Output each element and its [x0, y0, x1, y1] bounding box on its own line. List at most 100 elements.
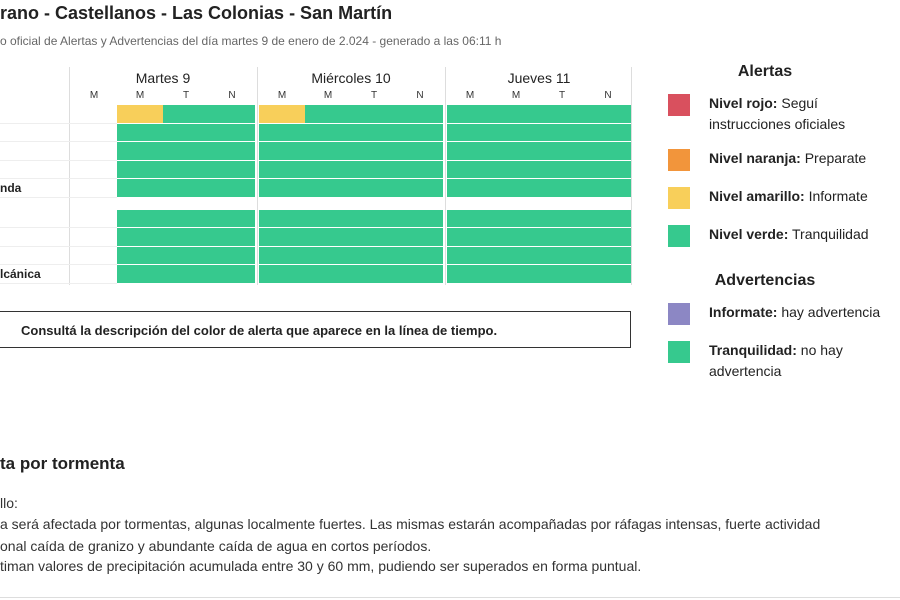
legend-swatch: [668, 341, 690, 363]
legend-swatch: [668, 303, 690, 325]
timeline-cell: [259, 142, 305, 160]
timeline-cell: [397, 105, 443, 123]
period-label: M: [511, 90, 521, 101]
timeline-cell: [259, 160, 305, 178]
timeline-cell: [117, 105, 163, 123]
period-label: T: [558, 90, 566, 101]
timeline-cell: [259, 179, 305, 197]
timeline-cell: [447, 179, 493, 197]
day-separator: [631, 67, 632, 285]
legend-text: Tranquilidad: [792, 226, 869, 242]
report-line: onal caída de granizo y abundante caída …: [0, 538, 432, 554]
legend-title: Alertas: [737, 63, 793, 80]
timeline-cell: [397, 246, 443, 264]
timeline-cell: [209, 209, 255, 227]
timeline-cell: [117, 160, 163, 178]
legend-swatch: [668, 225, 690, 247]
timeline-cell: [117, 228, 163, 246]
timeline-cell: [163, 160, 209, 178]
timeline-cell: [585, 179, 631, 197]
timeline-cell: [259, 209, 305, 227]
row-line: [0, 122, 117, 124]
timeline-cell: [209, 142, 255, 160]
timeline-cell: [447, 209, 493, 227]
legend-item: Nivel naranja: Preparate: [709, 148, 894, 169]
timeline-cell: [397, 179, 443, 197]
row-line: [0, 141, 117, 142]
timeline-cell: [117, 209, 163, 227]
timeline-cell: [447, 228, 493, 246]
timeline-cell: [539, 123, 585, 141]
timeline-cell: [209, 160, 255, 178]
timeline-cell: [493, 209, 539, 227]
period-label: M: [277, 90, 287, 101]
timeline-cell: [397, 123, 443, 141]
timeline-cell: [585, 246, 631, 264]
timeline-cell: [493, 179, 539, 197]
timeline-cell: [117, 123, 163, 141]
legend-item: Tranquilidad: no hay advertencia: [709, 340, 894, 382]
legend-item: Nivel verde: Tranquilidad: [709, 224, 894, 245]
timeline-cell: [351, 228, 397, 246]
legend-swatch: [668, 94, 690, 116]
timeline-cell: [539, 265, 585, 283]
period-label: T: [182, 90, 190, 101]
legend-swatch: [668, 187, 690, 209]
timeline-cell: [117, 142, 163, 160]
timeline-cell: [163, 123, 209, 141]
timeline-cell: [259, 123, 305, 141]
timeline-cell: [585, 123, 631, 141]
day-name: Jueves 11: [507, 70, 571, 86]
timeline-cell: [539, 228, 585, 246]
period-label: N: [228, 90, 236, 101]
report-title: ta por tormenta: [0, 454, 125, 473]
day-separator: [445, 67, 446, 285]
timeline-cell: [539, 160, 585, 178]
timeline-cell: [585, 228, 631, 246]
legend-swatch: [668, 149, 690, 171]
page-title: rano - Castellanos - Las Colonias - San …: [0, 3, 393, 23]
day-separator: [257, 67, 258, 285]
timeline-cell: [209, 179, 255, 197]
timeline-cell: [585, 265, 631, 283]
timeline-cell: [539, 246, 585, 264]
timeline-cell: [163, 142, 209, 160]
timeline-cell: [585, 105, 631, 123]
row-line: [0, 282, 117, 284]
timeline-cell: [209, 265, 255, 283]
day-name: Martes 9: [135, 70, 191, 86]
timeline-cell: [163, 179, 209, 197]
row-line: [0, 245, 117, 247]
timeline-cell: [539, 209, 585, 227]
timeline-cell: [117, 265, 163, 283]
legend-label: Tranquilidad:: [709, 342, 797, 358]
legend-label: Informate:: [709, 304, 778, 320]
timeline-cell: [259, 105, 305, 123]
legend-item: Informate: hay advertencia: [709, 302, 894, 323]
timeline-cell: [585, 142, 631, 160]
timeline-cell: [209, 123, 255, 141]
timeline-cell: [305, 228, 351, 246]
timeline-cell: [351, 209, 397, 227]
legend-text: no hay advertencia: [709, 342, 843, 379]
period-label: M: [323, 90, 333, 101]
legend-title: Advertencias: [714, 272, 816, 289]
legend-item: Nivel amarillo: Informate: [709, 186, 894, 207]
timeline-cell: [539, 179, 585, 197]
timeline-cell: [397, 142, 443, 160]
timeline-cell: [585, 209, 631, 227]
timeline-cell: [163, 246, 209, 264]
timeline-cell: [397, 160, 443, 178]
timeline-cell: [493, 123, 539, 141]
legend-item: Nivel rojo: Seguí instrucciones oficiale…: [709, 93, 894, 135]
timeline-cell: [305, 246, 351, 264]
timeline-cell: [209, 105, 255, 123]
timeline-cell: [493, 246, 539, 264]
timeline-cell: [305, 123, 351, 141]
timeline-cell: [351, 246, 397, 264]
timeline-cell: [397, 209, 443, 227]
period-label: M: [135, 90, 145, 101]
timeline-cell: [493, 160, 539, 178]
report-line: llo:: [0, 495, 18, 511]
timeline-cell: [351, 142, 397, 160]
